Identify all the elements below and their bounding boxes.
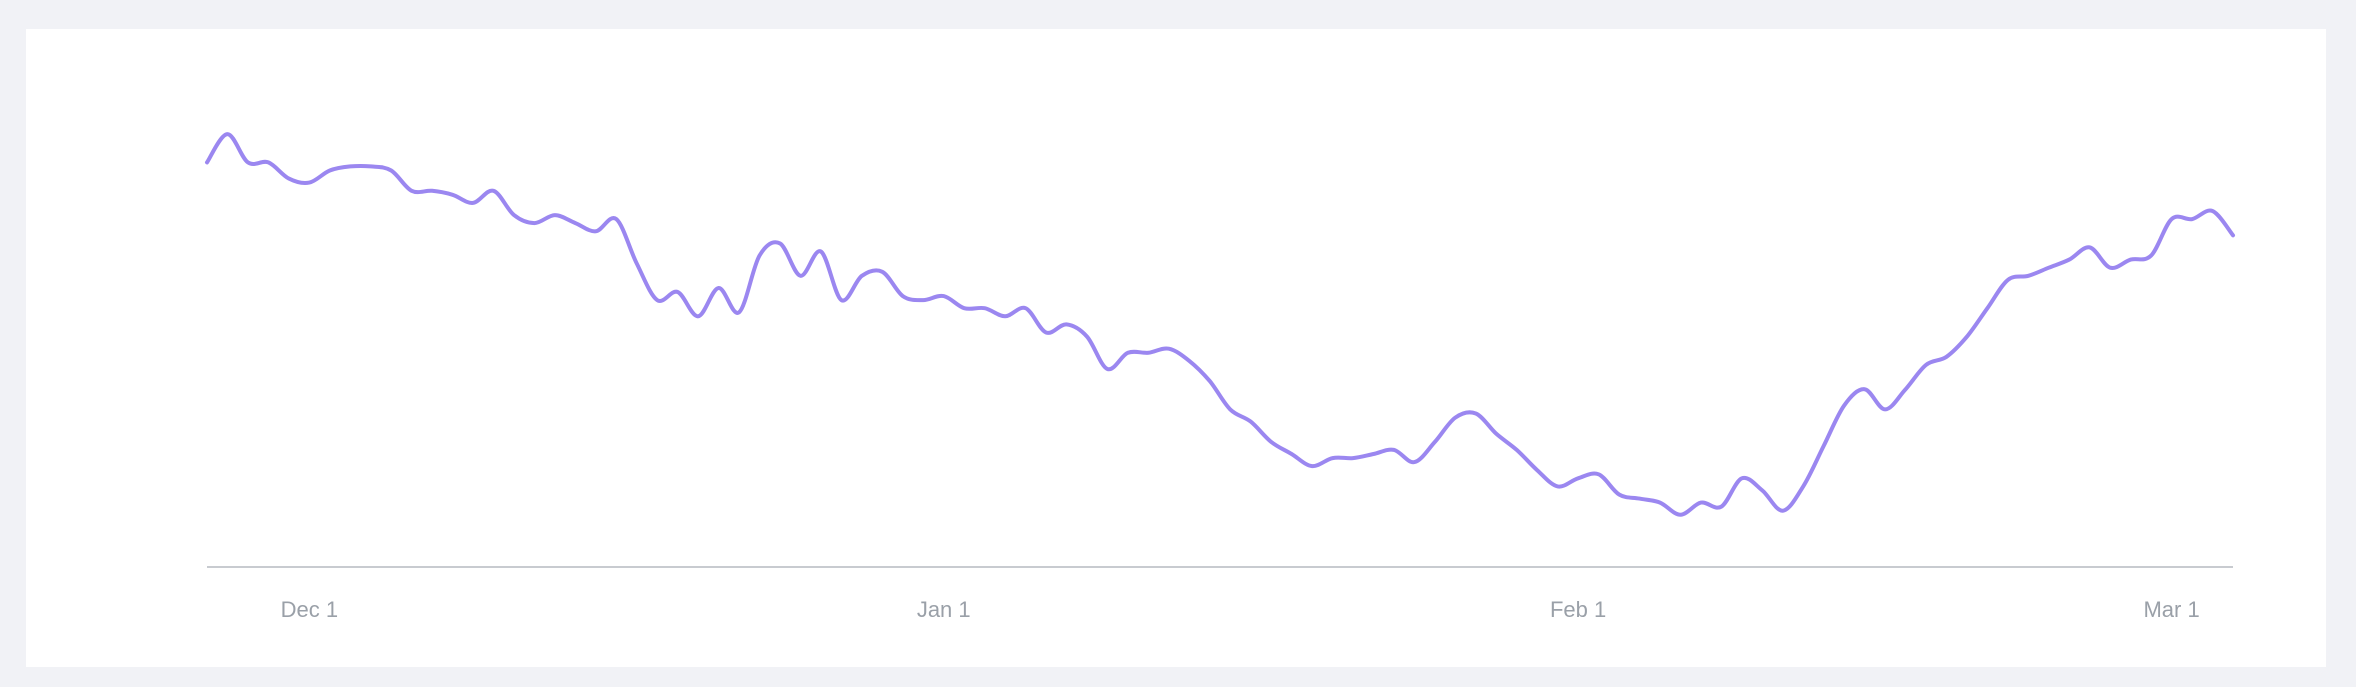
x-tick-label: Dec 1 <box>281 597 338 622</box>
chart-card <box>26 29 2326 667</box>
x-tick-label: Feb 1 <box>1550 597 1606 622</box>
x-tick-label: Jan 1 <box>917 597 971 622</box>
series-line <box>205 132 2235 517</box>
x-tick-label: Mar 1 <box>2143 597 2199 622</box>
x-axis-ticks: Dec 1 Jan 1 Feb 1 Mar 1 <box>281 597 2200 622</box>
